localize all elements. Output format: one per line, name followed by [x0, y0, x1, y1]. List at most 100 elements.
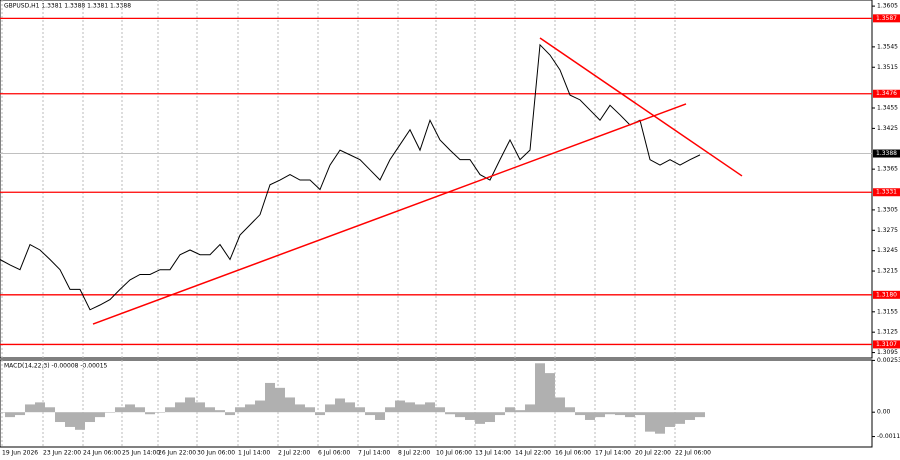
- macd-bar: [215, 410, 225, 413]
- macd-bar: [185, 397, 195, 413]
- macd-bar: [365, 412, 375, 416]
- macd-bar: [695, 412, 705, 418]
- x-tick-label: 14 Jul 22:00: [515, 450, 551, 457]
- x-tick-label: 22 Jul 06:00: [675, 450, 711, 457]
- macd-bar: [95, 412, 105, 418]
- macd-bar: [115, 407, 125, 413]
- y-tick-label: 1.3245: [877, 247, 898, 254]
- level-label: 1.3587: [876, 15, 897, 22]
- macd-bar: [225, 412, 235, 416]
- current-price-label: 1.3388: [876, 150, 897, 157]
- macd-bar: [0, 412, 5, 413]
- macd-bar: [615, 412, 625, 416]
- x-tick-label: 19 Jun 2026: [2, 450, 38, 457]
- macd-bar: [475, 412, 485, 424]
- macd-bar: [455, 412, 465, 418]
- macd-bar: [415, 404, 425, 413]
- macd-bar: [155, 412, 165, 413]
- macd-bar: [45, 407, 55, 413]
- macd-bar: [545, 373, 555, 413]
- macd-bar: [575, 412, 585, 416]
- macd-bar: [555, 397, 565, 413]
- macd-bar: [525, 404, 535, 413]
- macd-bar: [315, 412, 325, 416]
- macd-bar: [165, 407, 175, 413]
- x-tick-label: 24 Jun 06:00: [83, 450, 121, 457]
- level-label-box: [873, 14, 900, 23]
- y-tick-label: 1.3545: [877, 43, 898, 50]
- macd-bar: [75, 412, 85, 430]
- x-tick-label: 20 Jul 22:00: [635, 450, 671, 457]
- macd-bar: [295, 404, 305, 413]
- x-tick-label: 16 Jul 06:00: [555, 450, 591, 457]
- macd-tick-label: 0.00: [877, 409, 891, 416]
- macd-bar: [255, 400, 265, 413]
- y-tick-label: 1.3365: [877, 166, 898, 173]
- price-pane: [0, 0, 873, 359]
- level-label-box: [873, 290, 900, 299]
- y-tick-label: 1.3425: [877, 125, 898, 132]
- level-label: 1.3331: [876, 189, 897, 196]
- y-tick-label: 1.3155: [877, 308, 898, 315]
- macd-bar: [25, 404, 35, 413]
- chart-title: GBPUSD,H1 1.3381 1.3388 1.3381 1.3388: [4, 3, 131, 10]
- macd-bar: [675, 412, 685, 424]
- macd-bar: [605, 412, 615, 415]
- macd-bar: [375, 412, 385, 420]
- y-tick-label: 1.3125: [877, 329, 898, 336]
- macd-bar: [625, 412, 635, 418]
- macd-bar: [355, 407, 365, 413]
- macd-bar: [655, 412, 665, 434]
- macd-bar: [205, 407, 215, 413]
- macd-bar: [665, 412, 675, 427]
- macd-bar: [445, 412, 455, 415]
- macd-bar: [245, 404, 255, 413]
- y-tick-label: 1.3305: [877, 206, 898, 213]
- x-tick-label: 1 Jul 14:00: [238, 450, 270, 457]
- macd-bar: [235, 407, 245, 413]
- level-label: 1.3476: [876, 90, 897, 97]
- trendline: [539, 37, 743, 177]
- x-tick-label: 26 Jun 22:00: [158, 450, 196, 457]
- macd-bar: [595, 412, 605, 418]
- level-label-box: [873, 188, 900, 197]
- macd-bar: [425, 402, 435, 413]
- x-tick-label: 23 Jun 22:00: [43, 450, 81, 457]
- x-tick-label: 13 Jul 14:00: [475, 450, 511, 457]
- macd-bar: [195, 402, 205, 413]
- macd-bar: [345, 402, 355, 413]
- macd-bar: [85, 412, 95, 423]
- level-label: 1.3107: [876, 341, 897, 348]
- macd-bar: [325, 404, 335, 413]
- macd-bar: [285, 397, 295, 413]
- y-tick-label: 1.3275: [877, 227, 898, 234]
- macd-bar: [125, 404, 135, 413]
- macd-bar: [505, 407, 515, 413]
- macd-bar: [495, 412, 505, 416]
- macd-bar: [15, 412, 25, 416]
- y-tick-label: 1.3455: [877, 105, 898, 112]
- macd-bar: [405, 402, 415, 413]
- price-line: [0, 43, 701, 311]
- macd-bar: [145, 412, 155, 415]
- macd-bar: [55, 412, 65, 423]
- macd-bar: [685, 412, 695, 420]
- macd-bar: [135, 407, 145, 413]
- macd-bar: [275, 387, 285, 413]
- price-label-box: [873, 149, 900, 158]
- y-tick-label: 1.3605: [877, 3, 898, 10]
- macd-label: MACD(14,22,3) -0.00008 -0.00015: [4, 363, 108, 370]
- x-tick-label: 25 Jun 14:00: [122, 450, 160, 457]
- x-tick-label: 8 Jul 22:00: [398, 450, 430, 457]
- macd-bar: [535, 363, 545, 413]
- y-tick-label: 1.3095: [877, 349, 898, 356]
- macd-bar: [395, 400, 405, 413]
- x-tick-label: 7 Jul 14:00: [358, 450, 390, 457]
- macd-bar: [175, 402, 185, 413]
- macd-bar: [105, 412, 115, 413]
- x-tick-label: 6 Jul 06:00: [318, 450, 350, 457]
- macd-bar: [435, 407, 445, 413]
- level-label: 1.3180: [876, 291, 897, 298]
- macd-bar: [265, 382, 275, 413]
